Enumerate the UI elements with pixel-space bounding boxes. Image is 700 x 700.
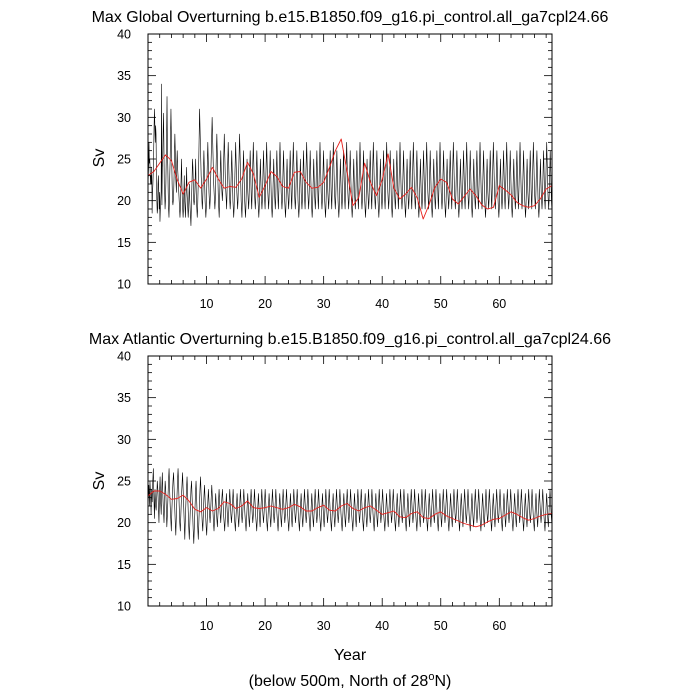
global-x-tick-label: 40 xyxy=(375,297,389,311)
atlantic-x-tick-label: 40 xyxy=(375,619,389,633)
global-y-tick-label: 30 xyxy=(117,111,131,125)
global-x-tick-label: 30 xyxy=(317,297,331,311)
atlantic-y-tick-label: 10 xyxy=(117,600,131,614)
atlantic-y-tick-label: 20 xyxy=(117,516,131,530)
atlantic-y-tick-label: 15 xyxy=(117,558,131,572)
global-smoothed-series-line xyxy=(147,138,553,220)
atlantic-chart-title: Max Atlantic Overturning b.e15.B1850.f09… xyxy=(89,331,611,348)
global-plot-area: 10 15 20 25 30 35 40 10 20 30 40 50 60 xyxy=(117,28,553,311)
global-y-tick-label: 10 xyxy=(117,278,131,292)
atlantic-x-tick-label: 60 xyxy=(492,619,506,633)
global-monthly-series-line xyxy=(147,83,553,226)
global-y-axis-label: Sv xyxy=(91,149,108,168)
atlantic-smoothed-series-line xyxy=(147,490,553,528)
global-y-tick-label: 35 xyxy=(117,69,131,83)
atlantic-y-tick-label: 40 xyxy=(117,350,131,364)
atlantic-x-tick-label: 30 xyxy=(317,619,331,633)
global-overturning-panel: Max Global Overturning b.e15.B1850.f09_g… xyxy=(91,9,609,311)
atlantic-y-tick-label: 30 xyxy=(117,433,131,447)
atlantic-x-tick-label: 20 xyxy=(258,619,272,633)
global-y-tick-label: 20 xyxy=(117,194,131,208)
global-chart-title: Max Global Overturning b.e15.B1850.f09_g… xyxy=(92,9,609,26)
x-axis-label: Year xyxy=(334,647,367,664)
atlantic-plot-area: 10 15 20 25 30 35 40 10 20 30 40 50 60 xyxy=(117,350,553,633)
global-y-tick-label: 15 xyxy=(117,236,131,250)
footnote-prefix: (below 500m, North of 28 xyxy=(249,673,429,690)
global-x-tick-label: 10 xyxy=(200,297,214,311)
footnote-suffix: N) xyxy=(434,673,451,690)
footnote-degree: o xyxy=(428,671,434,683)
global-x-tick-label: 20 xyxy=(258,297,272,311)
global-x-tick-label: 50 xyxy=(434,297,448,311)
global-x-tick-label: 60 xyxy=(492,297,506,311)
atlantic-x-tick-label: 10 xyxy=(200,619,214,633)
atlantic-overturning-panel: Max Atlantic Overturning b.e15.B1850.f09… xyxy=(89,331,611,664)
atlantic-y-tick-label: 25 xyxy=(117,475,131,489)
atlantic-y-tick-label: 35 xyxy=(117,391,131,405)
atlantic-y-axis-label: Sv xyxy=(91,472,108,491)
atlantic-monthly-series-line xyxy=(147,468,553,544)
atlantic-plot-frame xyxy=(147,355,553,607)
atlantic-x-tick-label: 50 xyxy=(434,619,448,633)
global-y-tick-label: 25 xyxy=(117,153,131,167)
global-y-tick-label: 40 xyxy=(117,28,131,42)
footnote: (below 500m, North of 28oN) xyxy=(249,671,452,690)
